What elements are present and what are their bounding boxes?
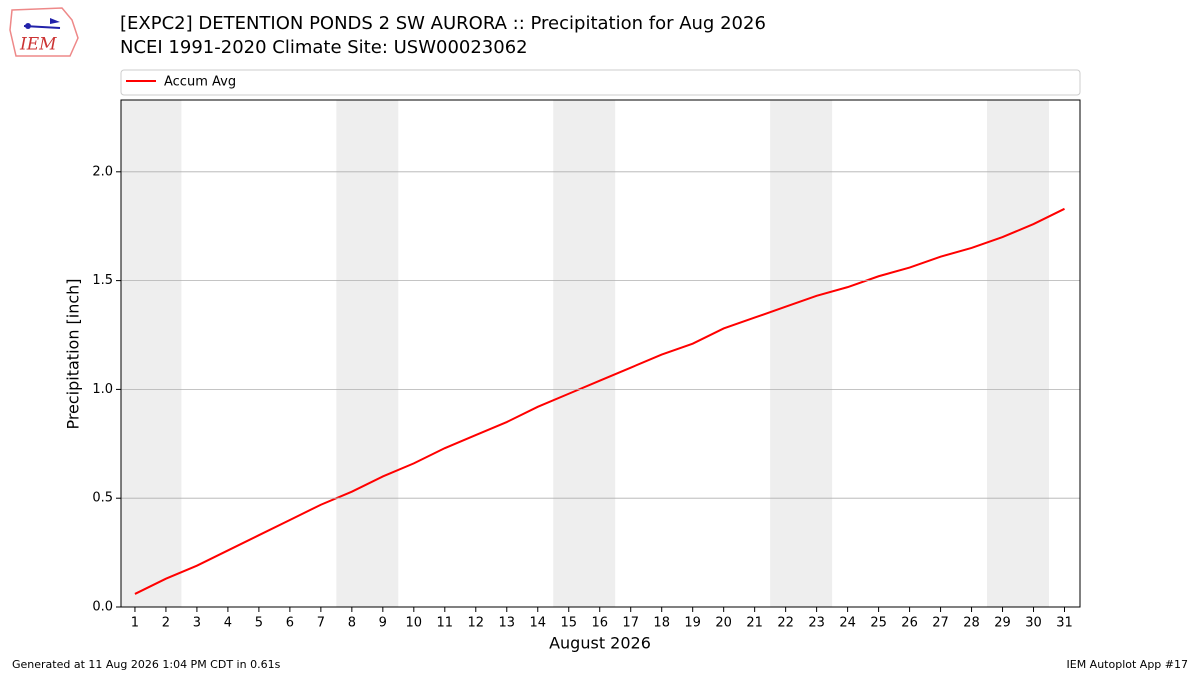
weekend-shade: [987, 100, 1050, 607]
x-tick-label: 2: [162, 616, 170, 631]
chart-title: [EXPC2] DETENTION PONDS 2 SW AURORA :: P…: [120, 13, 766, 34]
data-line: [134, 207, 1065, 595]
y-axis-label: Precipitation [inch]: [64, 278, 83, 429]
footer-left: Generated at 11 Aug 2026 1:04 PM CDT in …: [12, 658, 281, 671]
x-tick-label: 15: [560, 616, 577, 631]
x-tick-label: 25: [870, 616, 887, 631]
x-tick-label: 16: [591, 616, 608, 631]
x-tick-label: 18: [653, 616, 670, 631]
x-tick-label: 28: [963, 616, 980, 631]
x-tick-label: 20: [715, 616, 732, 631]
x-tick-label: 5: [255, 616, 263, 631]
x-tick-label: 31: [1056, 616, 1073, 631]
x-axis-label: August 2026: [549, 634, 651, 653]
x-tick-label: 24: [839, 616, 856, 631]
x-tick-label: 9: [379, 616, 387, 631]
x-tick-label: 6: [286, 616, 294, 631]
x-tick-label: 26: [901, 616, 918, 631]
x-tick-label: 22: [777, 616, 794, 631]
x-tick-label: 29: [994, 616, 1011, 631]
y-tick-label: 0.0: [92, 600, 113, 615]
x-tick-label: 13: [498, 616, 515, 631]
x-tick-label: 12: [468, 616, 485, 631]
weekend-shade: [336, 100, 399, 607]
x-tick-label: 11: [437, 616, 454, 631]
legend-box: [120, 69, 1081, 96]
legend-label: Accum Avg: [164, 75, 236, 90]
y-tick-label: 1.5: [92, 273, 113, 288]
weekend-shade: [553, 100, 616, 607]
y-tick-label: 0.5: [92, 491, 113, 506]
x-tick-label: 3: [193, 616, 201, 631]
logo-text: IEM: [19, 35, 57, 55]
x-tick-label: 4: [224, 616, 232, 631]
x-tick-label: 21: [746, 616, 763, 631]
x-tick-label: 8: [348, 616, 356, 631]
y-tick-label: 1.0: [92, 382, 113, 397]
x-tick-label: 30: [1025, 616, 1042, 631]
x-tick-label: 27: [932, 616, 949, 631]
chart-subtitle: NCEI 1991-2020 Climate Site: USW00023062: [120, 37, 528, 58]
x-tick-label: 23: [808, 616, 825, 631]
plot-area: [121, 100, 1065, 607]
logo: IEM: [9, 7, 79, 57]
x-tick-label: 10: [406, 616, 423, 631]
x-tick-label: 14: [529, 616, 546, 631]
weekend-shade: [121, 100, 182, 607]
x-tick-label: 7: [317, 616, 325, 631]
x-tick-label: 19: [684, 616, 701, 631]
footer-right: IEM Autoplot App #17: [1067, 658, 1189, 671]
plot-frame: [120, 99, 1081, 608]
x-tick-label: 17: [622, 616, 639, 631]
weekend-shade: [770, 100, 833, 607]
x-tick-label: 1: [131, 616, 139, 631]
y-tick-label: 2.0: [92, 164, 113, 179]
